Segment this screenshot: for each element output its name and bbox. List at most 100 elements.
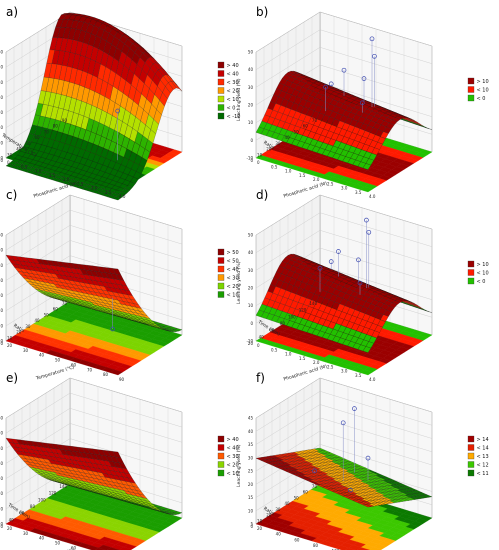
legend-swatch: [467, 260, 475, 268]
data-point: [317, 266, 323, 271]
x-tick-label: 20: [266, 513, 272, 518]
data-point: [364, 217, 369, 223]
z-tick-label: 40: [248, 250, 254, 255]
x-tick-label: 0: [0, 341, 3, 346]
legend-swatch: [467, 444, 475, 451]
z-tick-label: -10: [0, 156, 3, 161]
z-tick-label: 50: [0, 248, 3, 253]
z-tick-label: 10: [0, 491, 3, 496]
x-tick-label: 140: [309, 301, 317, 306]
y-tick-label: 2.0: [63, 177, 70, 182]
y-tick-label: 0: [257, 343, 260, 348]
x-tick-label: 20: [266, 147, 272, 152]
z-tick-label: 5: [250, 522, 253, 527]
y-tick-label: 3.0: [341, 369, 348, 374]
z-tick-label: 20: [0, 476, 3, 481]
legend-label: < 13: [477, 454, 489, 460]
legend-swatch: [217, 435, 225, 443]
z-tick-label: 50: [248, 50, 254, 55]
x-tick-label: 0: [250, 158, 253, 163]
legend-swatch: [467, 435, 475, 443]
x-tick-label: 60: [53, 307, 59, 312]
x-tick-label: 40: [34, 318, 40, 323]
y-tick-label: 80: [313, 543, 319, 548]
y-tick-label: 1.0: [35, 169, 42, 174]
z-tick-label: 0: [0, 140, 3, 145]
y-tick-label: 4.0: [119, 194, 126, 199]
x-tick-label: 30: [275, 507, 281, 512]
data-point: [323, 84, 328, 90]
data-point: [341, 67, 347, 73]
y-tick-label: 0: [257, 160, 260, 165]
observed-points: [312, 406, 371, 493]
y-tick-label: 20: [257, 526, 263, 531]
surface: [5, 437, 183, 515]
panel-label: a): [6, 5, 18, 19]
legend-swatch: [217, 87, 225, 94]
legend-swatch: [217, 461, 225, 468]
z-tick-label: 30: [248, 455, 254, 460]
legend-swatch: [467, 269, 475, 276]
x-tick-label: 50: [25, 141, 31, 146]
z-tick-label: 30: [0, 461, 3, 466]
legend-swatch: [217, 78, 225, 86]
observed-points: [110, 297, 115, 332]
x-tick-label: 100: [38, 497, 46, 502]
legend-label: < 30: [227, 454, 239, 460]
x-tick-label: 80: [30, 504, 36, 509]
z-tick-label: 30: [248, 85, 254, 90]
y-tick-label: 3.5: [355, 190, 362, 195]
floor-contour: [5, 300, 183, 376]
legend: > 40 < 40 < 30 < 20 < 10: [217, 435, 239, 477]
z-tick-label: -10: [0, 522, 3, 527]
z-tick-label: 20: [248, 286, 254, 291]
data-point: [359, 100, 365, 106]
legend-label: < 20: [227, 463, 239, 469]
x-tick-label: 10: [257, 518, 263, 523]
legend-label: > 40: [227, 437, 239, 443]
x-tick-label: 100: [288, 314, 296, 319]
y-tick-label: 1.5: [49, 173, 56, 178]
legend-swatch: [217, 257, 225, 264]
observed-points: [115, 108, 121, 161]
legend-swatch: [467, 452, 475, 460]
x-tick-label: 60: [19, 511, 25, 516]
y-tick-label: 50: [55, 358, 61, 363]
observed-points: [323, 36, 377, 113]
z-tick-label: 20: [0, 110, 3, 115]
z-tick-label: 0: [250, 138, 253, 143]
legend-swatch: [217, 61, 225, 69]
x-tick-label: 60: [34, 135, 40, 140]
x-tick-label: 20: [248, 341, 254, 346]
z-tick-label: 60: [0, 416, 3, 421]
legend-label: > 40: [227, 63, 239, 69]
y-tick-label: 3.5: [355, 373, 362, 378]
z-tick-label: 40: [248, 67, 254, 72]
x-tick-label: 30: [275, 141, 281, 146]
observed-points: [317, 217, 372, 295]
data-point: [372, 53, 377, 59]
legend-swatch: [217, 104, 225, 111]
legend-label: < 40: [227, 446, 239, 452]
data-point: [110, 326, 115, 332]
legend-label: < 20: [227, 284, 239, 290]
y-tick-label: 30: [23, 348, 29, 353]
panel-a: a)-100102030405060908070605040302000.51.…: [0, 5, 241, 201]
x-tick-label: 60: [303, 490, 309, 495]
x-tick-label: 80: [53, 124, 59, 129]
legend-swatch: [217, 112, 225, 120]
z-tick-label: 0: [0, 323, 3, 328]
legend-swatch: [217, 70, 225, 77]
x-tick-label: 20: [0, 158, 3, 163]
legend-swatch: [467, 86, 475, 93]
x-tick-label: 50: [44, 312, 50, 317]
z-axis-title: Leaching yield (%): [236, 444, 242, 487]
legend-label: < -10: [227, 114, 241, 120]
data-point: [328, 259, 334, 264]
z-tick-label: -10: [246, 156, 253, 161]
z-axis-title: Leaching yield (%): [236, 261, 242, 304]
y-tick-label: 2.5: [327, 364, 334, 369]
panel-e: e)-1001020304050601401201008060402020304…: [0, 371, 239, 550]
z-tick-label: 45: [248, 416, 254, 421]
